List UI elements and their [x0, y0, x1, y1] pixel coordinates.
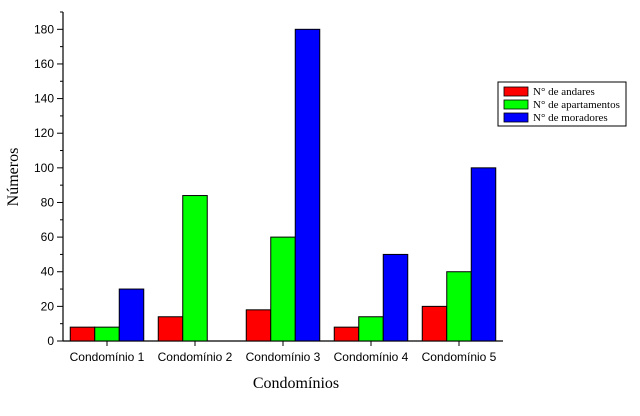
y-tick-label: 100: [34, 161, 54, 175]
bar: [294, 28, 321, 342]
legend-label: N° de moradores: [533, 112, 608, 124]
y-tick-label: 120: [34, 126, 54, 140]
y-axis-title: Números: [5, 148, 22, 207]
x-axis-title: Condomínios: [253, 375, 339, 392]
bar: [182, 195, 208, 342]
y-tick-label: 40: [41, 265, 55, 279]
x-tick-label: Condomínio 1: [70, 350, 145, 364]
x-tick-label: Condomínio 2: [158, 350, 233, 364]
y-tick-label: 80: [41, 195, 55, 209]
y-tick-label: 160: [34, 57, 54, 71]
bar: [157, 316, 184, 342]
legend-label: N° de apartamentos: [533, 99, 620, 111]
bar: [270, 236, 296, 342]
x-tick-label: Condomínio 4: [334, 350, 409, 364]
bars: [69, 28, 497, 342]
legend-label: N° de andares: [533, 86, 595, 98]
x-tick-label: Condomínio 3: [246, 350, 321, 364]
tick-labels: 0 20 40 60 80 100 120 140 160 180 Condomínio 1 Cond…: [34, 22, 497, 364]
bar: [69, 326, 96, 342]
bar: [358, 316, 384, 342]
bar: [382, 253, 409, 342]
y-tick-label: 20: [41, 299, 55, 313]
legend-swatch: [503, 112, 529, 123]
legend-swatch: [503, 99, 529, 110]
bar: [333, 326, 360, 342]
bar: [94, 326, 120, 342]
bar: [245, 309, 272, 342]
legend-swatch: [503, 86, 529, 97]
y-tick-label: 60: [41, 230, 55, 244]
y-tick-label: 140: [34, 92, 54, 106]
bar: [421, 305, 448, 342]
bar: [446, 271, 472, 342]
y-tick-label: 180: [34, 22, 54, 36]
x-tick-label: Condomínio 5: [422, 350, 497, 364]
y-tick-label: 0: [47, 334, 54, 348]
bar: [470, 167, 497, 342]
bar: [118, 288, 145, 342]
